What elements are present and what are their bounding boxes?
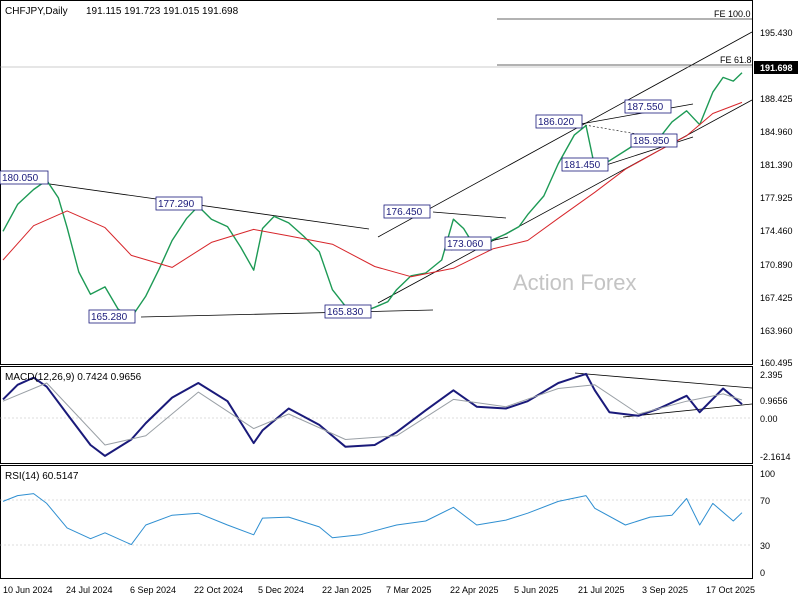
x-tick-label: 17 Oct 2025 [706, 585, 755, 595]
x-tick-label: 6 Sep 2024 [130, 585, 176, 595]
macd-tick-label: 2.395 [760, 370, 783, 380]
annotation-label: 187.550 [627, 102, 664, 113]
annotation-label: 165.280 [91, 312, 128, 323]
price-tick-label: 195.430 [760, 28, 793, 38]
annotation-label: 176.450 [386, 207, 423, 218]
annotation-label: 177.290 [158, 199, 195, 210]
range-top-line [432, 211, 507, 219]
x-tick-label: 21 Jul 2025 [578, 585, 625, 595]
ohlc-values: 191.115 191.723 191.015 191.698 [86, 6, 239, 17]
annotation-187550: 187.550 [624, 99, 672, 114]
price-tick-label: 170.890 [760, 260, 793, 270]
x-tick-label: 24 Jul 2024 [66, 585, 113, 595]
current-price-label: 191.698 [760, 63, 793, 73]
triangle-bottom-line [599, 136, 694, 168]
series-line-macd [2, 372, 743, 457]
annotation-185950: 185.950 [630, 133, 678, 148]
rsi-tick-label: 100 [760, 469, 775, 479]
current-price-badge [754, 61, 798, 74]
price-y-axis: 195.430 191.698 188.425 184.960 181.390 … [754, 28, 798, 368]
macd-lower-trendline [622, 403, 753, 418]
price-tick-label: 184.960 [760, 127, 793, 137]
x-tick-label: 22 Jan 2025 [322, 585, 372, 595]
rsi-panel-title: RSI(14) 60.5147 [5, 471, 79, 482]
macd-tick-label: 0.00 [760, 414, 778, 424]
channel-upper-line [377, 31, 753, 238]
price-tick-label: 160.495 [760, 358, 793, 368]
price-tick-label: 177.925 [760, 193, 793, 203]
annotation-label: 173.060 [447, 239, 484, 250]
annotation-180050: 180.050 [0, 170, 49, 185]
macd-panel-frame [0, 366, 753, 464]
price-tick-label: 188.425 [760, 94, 793, 104]
annotation-173060: 173.060 [444, 236, 492, 251]
dashed-projection-line [584, 124, 661, 139]
annotation-165830: 165.830 [324, 304, 372, 319]
price-tick-label: 181.390 [760, 160, 793, 170]
x-tick-label: 7 Mar 2025 [386, 585, 432, 595]
watermark: Action Forex [513, 270, 637, 295]
rsi-tick-label: 30 [760, 541, 770, 551]
macd-tick-label: -2.1614 [760, 452, 791, 462]
annotation-177290: 177.290 [155, 196, 203, 211]
x-tick-label: 5 Jun 2025 [514, 585, 559, 595]
x-tick-label: 22 Oct 2024 [194, 585, 243, 595]
x-tick-label: 5 Dec 2024 [258, 585, 304, 595]
annotation-label: 180.050 [2, 173, 39, 184]
macd-panel-title: MACD(12,26,9) 0.7424 0.9656 [5, 372, 142, 383]
macd-upper-trendline [574, 372, 753, 389]
price-tick-label: 163.960 [760, 326, 793, 336]
annotation-186020: 186.020 [535, 114, 583, 129]
annotation-165280: 165.280 [88, 309, 136, 324]
price-panel-title: CHFJPY,Daily [5, 6, 68, 17]
x-tick-label: 3 Sep 2025 [642, 585, 688, 595]
annotation-label: 185.950 [633, 136, 670, 147]
horizontal-support-line [140, 309, 434, 318]
macd-series-group [2, 372, 743, 457]
triangle-top-line [574, 103, 694, 126]
rsi-tick-label: 70 [760, 496, 770, 506]
x-tick-label: 22 Apr 2025 [450, 585, 499, 595]
series-line-rsi [2, 493, 743, 546]
macd-tick-label: 0.9656 [760, 396, 788, 406]
annotation-label: 186.020 [538, 117, 575, 128]
annotation-181450: 181.450 [561, 157, 609, 172]
annotation-label: 181.450 [564, 160, 601, 171]
series-line-signal [2, 382, 743, 446]
series-line-ma [2, 101, 743, 278]
rsi-tick-label: 0 [760, 568, 765, 578]
x-tick-label: 10 Jun 2024 [3, 585, 53, 595]
x-axis: 10 Jun 2024 24 Jul 2024 6 Sep 2024 22 Oc… [3, 585, 755, 595]
trendlines [0, 18, 753, 318]
annotation-176450: 176.450 [383, 204, 431, 219]
rsi-series-group [2, 493, 743, 546]
price-tick-label: 174.460 [760, 226, 793, 236]
fe-100-label: FE 100.0 [714, 9, 751, 19]
rsi-panel-frame [0, 465, 753, 579]
price-tick-label: 167.425 [760, 293, 793, 303]
fe-618-label: FE 61.8 [720, 55, 752, 65]
annotation-label: 165.830 [327, 307, 364, 318]
